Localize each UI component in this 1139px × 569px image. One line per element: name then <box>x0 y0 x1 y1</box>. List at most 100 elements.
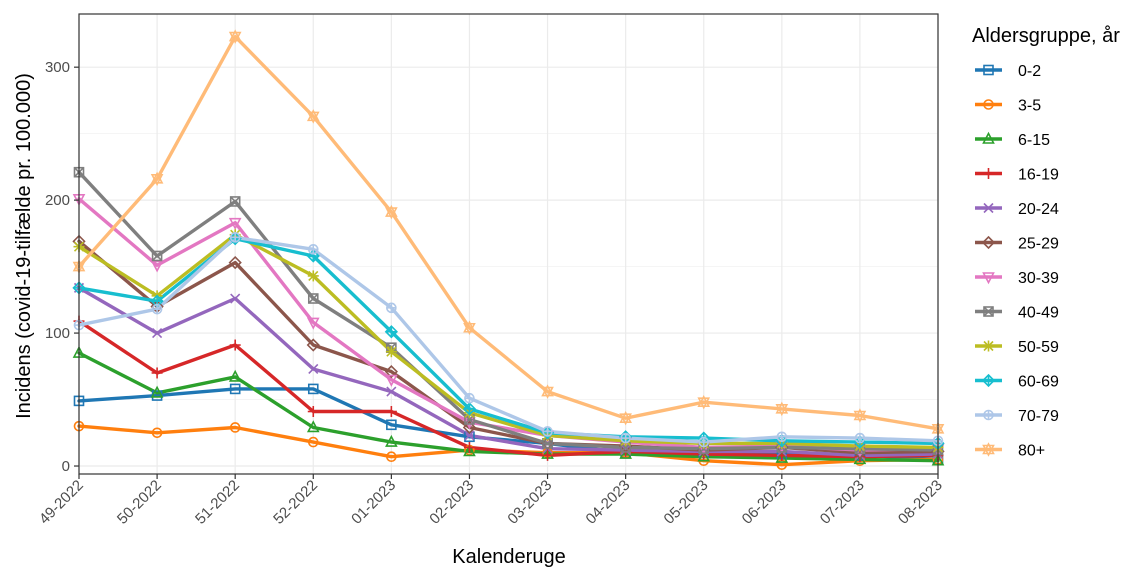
marker-square <box>307 383 319 395</box>
legend-item-40-49: 40-49 <box>975 305 1059 322</box>
legend-label: 25-29 <box>1018 236 1059 253</box>
legend-key-marker <box>982 272 995 285</box>
marker-circle <box>151 427 163 439</box>
marker-diamond <box>462 420 477 435</box>
data-point-6-15 <box>385 434 398 447</box>
data-point-25-29 <box>462 420 477 435</box>
y-tick-label: 0 <box>62 458 70 475</box>
marker-stroke <box>386 386 397 397</box>
marker-triangle-down <box>697 397 711 410</box>
marker-triangle <box>385 434 398 447</box>
marker-triangle-down <box>463 322 476 335</box>
marker-stroke <box>983 340 994 352</box>
data-point-80+ <box>775 401 789 417</box>
marker-triangle <box>697 449 711 462</box>
marker-triangle <box>150 385 164 398</box>
data-point-3-5 <box>229 422 241 433</box>
x-tick-label: 52-2022 <box>270 477 321 528</box>
data-point-30-39 <box>385 374 398 387</box>
data-point-6-15 <box>306 420 320 433</box>
data-point-20-24 <box>308 363 319 375</box>
marker-triangle-down <box>619 413 632 426</box>
legend-label: 20-24 <box>1018 201 1059 218</box>
x-tick-label: 04-2023 <box>583 477 634 528</box>
data-point-80+ <box>306 109 320 124</box>
legend-key-marker <box>983 202 994 214</box>
data-point-30-39 <box>228 217 242 230</box>
marker-stroke <box>983 202 994 214</box>
data-point-40-49 <box>151 250 163 262</box>
marker-square <box>229 383 241 395</box>
data-point-3-5 <box>151 427 163 439</box>
x-tick-label: 03-2023 <box>504 477 555 528</box>
legend-key-marker <box>982 442 995 457</box>
legend-label: 50-59 <box>1018 339 1059 356</box>
marker-triangle-down <box>306 317 320 330</box>
y-axis: 0 100 200 300 <box>45 59 79 475</box>
legend-key-marker <box>983 409 994 421</box>
y-tick-label: 300 <box>45 59 70 76</box>
data-point-20-24 <box>230 293 241 304</box>
legend-label: 3-5 <box>1018 98 1041 115</box>
legend-item-25-29: 25-29 <box>975 236 1059 253</box>
marker-square <box>307 293 319 304</box>
data-point-16-19 <box>385 406 397 418</box>
data-point-25-29 <box>540 436 555 451</box>
y-tick-label: 200 <box>45 192 70 209</box>
marker-diamond <box>981 235 996 250</box>
legend-label: 30-39 <box>1018 270 1059 287</box>
series-line-20-24 <box>77 286 940 458</box>
marker-stroke <box>308 270 319 281</box>
data-point-6-15 <box>775 450 789 463</box>
data-point-16-19 <box>463 441 475 453</box>
marker-stroke <box>308 293 319 304</box>
marker-square <box>151 250 163 262</box>
x-tick-label: 01-2023 <box>348 477 399 528</box>
data-point-70-79 <box>464 392 475 404</box>
x-tick-label: 07-2023 <box>817 477 868 528</box>
y-tick-label: 100 <box>45 325 70 342</box>
data-point-25-29 <box>697 443 711 457</box>
marker-triangle <box>228 369 242 382</box>
series-line-16-19 <box>77 319 940 459</box>
legend-item-6-15: 6-15 <box>975 131 1050 149</box>
data-point-25-29 <box>853 446 867 460</box>
legend-key-marker <box>983 306 994 317</box>
x-tick-label: 08-2023 <box>895 477 946 528</box>
marker-triangle-down <box>385 374 398 387</box>
marker-diamond <box>228 255 242 270</box>
data-point-20-24 <box>464 430 475 441</box>
marker-triangle-down <box>385 207 398 220</box>
marker-circle <box>307 436 319 448</box>
series-line-70-79 <box>77 235 940 444</box>
data-point-30-39 <box>306 317 320 330</box>
data-point-40-49 <box>229 196 241 207</box>
data-point-16-19 <box>307 406 319 418</box>
data-point-70-79 <box>854 432 866 444</box>
data-point-25-29 <box>228 255 242 270</box>
x-tick-label: 02-2023 <box>426 477 477 528</box>
series-line-50-59 <box>77 232 940 450</box>
data-point-60-69 <box>462 402 477 416</box>
legend-label: 6-15 <box>1018 132 1050 149</box>
marker-triangle <box>775 450 789 463</box>
data-point-50-59 <box>307 270 319 282</box>
marker-stroke <box>542 438 553 449</box>
x-axis-title: Kalenderuge <box>452 546 565 568</box>
marker-triangle <box>982 131 995 144</box>
x-tick-label: 06-2023 <box>739 477 790 528</box>
marker-triangle-down <box>853 410 867 423</box>
data-point-0-2 <box>386 419 397 431</box>
marker-square <box>386 419 397 431</box>
legend-label: 16-19 <box>1018 167 1059 184</box>
data-point-16-19 <box>229 339 241 351</box>
marker-diamond <box>384 364 398 379</box>
marker-stroke <box>230 293 241 304</box>
marker-diamond <box>306 338 320 352</box>
marker-stroke <box>386 346 397 357</box>
legend-label: 60-69 <box>1018 374 1059 391</box>
data-point-0-2 <box>307 383 319 395</box>
marker-square <box>983 306 994 317</box>
data-point-3-5 <box>386 451 397 463</box>
